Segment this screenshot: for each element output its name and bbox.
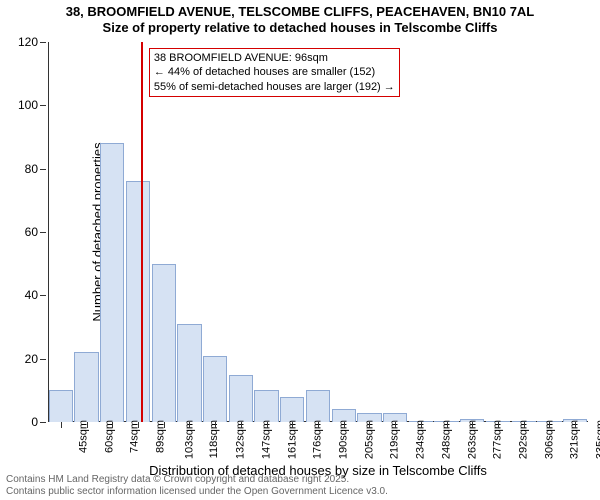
x-tick: [164, 422, 165, 428]
plot-area: Number of detached properties 38 BROOMFI…: [48, 42, 588, 422]
title-line-1: 38, BROOMFIELD AVENUE, TELSCOMBE CLIFFS,…: [0, 4, 600, 20]
histogram-bar: [280, 397, 304, 422]
y-tick-label: 20: [12, 352, 38, 366]
histogram-bar: [203, 356, 227, 423]
x-tick: [189, 422, 190, 428]
y-tick: [40, 359, 46, 360]
x-tick: [87, 422, 88, 428]
x-tick: [395, 422, 396, 428]
y-tick-label: 120: [12, 35, 38, 49]
chart-title: 38, BROOMFIELD AVENUE, TELSCOMBE CLIFFS,…: [0, 0, 600, 35]
histogram-bar: [254, 390, 278, 422]
x-tick: [344, 422, 345, 428]
footer-line-2: Contains public sector information licen…: [6, 486, 388, 498]
y-tick: [40, 232, 46, 233]
x-tick-label: 89sqm: [155, 420, 167, 453]
y-tick-label: 80: [12, 162, 38, 176]
chart-footer: Contains HM Land Registry data © Crown c…: [6, 474, 388, 498]
x-tick: [575, 422, 576, 428]
x-tick: [215, 422, 216, 428]
x-tick: [318, 422, 319, 428]
annotation-box: 38 BROOMFIELD AVENUE: 96sqm ← 44% of det…: [149, 48, 400, 97]
x-tick-label: 335sqm: [595, 420, 600, 459]
y-tick-label: 100: [12, 98, 38, 112]
y-tick-label: 40: [12, 288, 38, 302]
y-tick-label: 0: [12, 415, 38, 429]
property-marker-line: [141, 42, 143, 422]
title-line-2: Size of property relative to detached ho…: [0, 20, 600, 36]
x-tick: [112, 422, 113, 428]
y-tick: [40, 422, 46, 423]
x-tick: [447, 422, 448, 428]
histogram-bar: [74, 352, 98, 422]
x-tick: [472, 422, 473, 428]
x-tick: [61, 422, 62, 428]
y-tick: [40, 169, 46, 170]
x-tick: [498, 422, 499, 428]
histogram-bar: [152, 264, 176, 422]
property-size-chart: 38, BROOMFIELD AVENUE, TELSCOMBE CLIFFS,…: [0, 0, 600, 500]
bars-group: [48, 42, 588, 422]
histogram-bar: [306, 390, 330, 422]
y-tick: [40, 295, 46, 296]
footer-line-1: Contains HM Land Registry data © Crown c…: [6, 474, 388, 486]
x-tick: [241, 422, 242, 428]
x-tick: [524, 422, 525, 428]
y-tick: [40, 105, 46, 106]
histogram-bar: [100, 143, 124, 422]
histogram-bar: [126, 181, 150, 422]
annotation-line-3: 55% of semi-detached houses are larger (…: [154, 80, 395, 94]
y-tick: [40, 42, 46, 43]
annotation-line-1: 38 BROOMFIELD AVENUE: 96sqm: [154, 51, 395, 65]
annotation-line-2: ← 44% of detached houses are smaller (15…: [154, 65, 395, 79]
x-tick: [267, 422, 268, 428]
histogram-bar: [177, 324, 201, 422]
histogram-bar: [49, 390, 73, 422]
histogram-bar: [229, 375, 253, 423]
y-tick-label: 60: [12, 225, 38, 239]
x-tick: [138, 422, 139, 428]
x-tick: [421, 422, 422, 428]
x-tick: [549, 422, 550, 428]
x-tick: [369, 422, 370, 428]
x-tick: [292, 422, 293, 428]
